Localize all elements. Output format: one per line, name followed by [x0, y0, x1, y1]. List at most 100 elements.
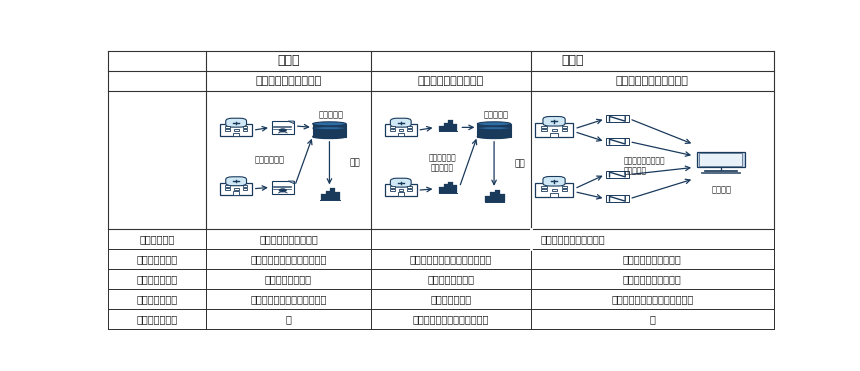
Bar — [243, 129, 247, 131]
Text: データの標準化: データの標準化 — [136, 314, 177, 324]
FancyBboxPatch shape — [384, 124, 417, 136]
Bar — [407, 189, 412, 191]
Bar — [448, 120, 453, 131]
Bar — [562, 189, 568, 191]
Text: （１）と（２）の中間: （１）と（２）の中間 — [623, 274, 682, 284]
Bar — [562, 186, 568, 188]
Bar — [407, 129, 412, 131]
Text: 第三者提供に該当しない: 第三者提供に該当しない — [540, 234, 605, 244]
Text: 漏洩時のリスク低: 漏洩時のリスク低 — [427, 274, 474, 284]
Text: 分散型: 分散型 — [561, 54, 584, 67]
Text: （３）パラメータの共有: （３）パラメータの共有 — [616, 76, 689, 86]
Bar — [453, 124, 458, 131]
Ellipse shape — [477, 127, 511, 129]
Bar — [542, 189, 547, 191]
Bar — [243, 127, 247, 128]
FancyBboxPatch shape — [390, 118, 411, 127]
Text: （２）要約情報の集約: （２）要約情報の集約 — [418, 76, 484, 86]
Bar — [321, 194, 326, 200]
Bar — [453, 186, 458, 193]
Bar — [390, 186, 395, 188]
Bar — [335, 192, 341, 200]
Bar — [542, 186, 547, 188]
Bar — [703, 170, 738, 171]
Bar — [330, 188, 335, 200]
Bar — [490, 193, 495, 202]
Bar — [225, 127, 230, 128]
Bar — [551, 129, 557, 131]
Text: 高（匿名化のレベルに依存）: 高（匿名化のレベルに依存） — [250, 254, 327, 264]
Bar — [550, 133, 558, 137]
Polygon shape — [288, 181, 294, 184]
Circle shape — [279, 189, 286, 192]
Text: ストレージ: ストレージ — [319, 110, 344, 119]
Bar — [495, 190, 500, 202]
Bar — [444, 184, 448, 193]
Bar — [562, 129, 568, 131]
Bar — [407, 127, 412, 128]
Bar — [233, 132, 239, 136]
Bar — [243, 188, 247, 190]
Text: 要: 要 — [286, 314, 292, 324]
Text: 解析: 解析 — [514, 159, 525, 168]
FancyBboxPatch shape — [543, 177, 565, 186]
Text: 解析結果の精度: 解析結果の精度 — [136, 254, 177, 264]
Text: 専用ソフトウェアの導入、操作: 専用ソフトウェアの導入、操作 — [611, 294, 693, 304]
FancyBboxPatch shape — [535, 183, 573, 197]
Bar — [477, 124, 511, 137]
FancyBboxPatch shape — [225, 177, 247, 186]
Bar — [234, 129, 239, 131]
Bar — [439, 126, 444, 131]
Bar — [390, 129, 395, 131]
Text: 情報管理の負担: 情報管理の負担 — [136, 274, 177, 284]
Text: 漏洩時のリスク高: 漏洩時のリスク高 — [265, 274, 312, 284]
Bar — [234, 188, 239, 190]
Ellipse shape — [313, 122, 347, 126]
Bar — [225, 185, 230, 187]
Ellipse shape — [477, 135, 511, 139]
Bar — [562, 126, 568, 128]
Bar — [399, 129, 403, 131]
Bar — [390, 189, 395, 191]
Bar — [444, 123, 448, 131]
FancyBboxPatch shape — [272, 121, 294, 134]
Ellipse shape — [313, 135, 347, 139]
FancyBboxPatch shape — [220, 124, 252, 136]
FancyBboxPatch shape — [606, 115, 629, 122]
FancyBboxPatch shape — [272, 181, 294, 194]
Bar — [225, 188, 230, 190]
Bar — [397, 193, 404, 196]
Bar — [326, 191, 330, 200]
Bar — [485, 196, 490, 202]
Text: 個人情報保護: 個人情報保護 — [139, 234, 175, 244]
FancyBboxPatch shape — [606, 138, 629, 145]
Bar — [448, 182, 453, 193]
Text: 同意取得又は匿名加工の実施: 同意取得又は匿名加工の実施 — [250, 294, 327, 304]
Bar — [397, 132, 404, 136]
Bar — [551, 189, 557, 191]
Text: 解析: 解析 — [349, 158, 360, 168]
Bar — [233, 191, 239, 195]
Circle shape — [279, 129, 286, 132]
Ellipse shape — [477, 122, 511, 126]
FancyBboxPatch shape — [384, 184, 417, 196]
FancyBboxPatch shape — [606, 196, 629, 202]
Text: ストレージ: ストレージ — [483, 110, 508, 119]
Bar — [399, 189, 403, 191]
Ellipse shape — [313, 127, 347, 129]
Text: モデルパラメータの
共有・更新: モデルパラメータの 共有・更新 — [624, 156, 666, 175]
Text: 集約型: 集約型 — [277, 54, 299, 67]
Bar — [500, 194, 505, 202]
FancyBboxPatch shape — [543, 116, 565, 126]
Text: （１）（３）と比較すると劣る: （１）（３）と比較すると劣る — [409, 254, 492, 264]
Text: 情報要約の実施: 情報要約の実施 — [430, 294, 471, 304]
Bar — [542, 126, 547, 128]
FancyBboxPatch shape — [220, 183, 252, 195]
Text: 患者個別情報: 患者個別情報 — [255, 155, 285, 164]
Text: 統合環境: 統合環境 — [712, 186, 732, 195]
Bar — [702, 172, 740, 174]
Text: （１）個別情報の集約: （１）個別情報の集約 — [255, 76, 322, 86]
Text: 要: 要 — [649, 314, 655, 324]
Bar — [407, 186, 412, 188]
FancyBboxPatch shape — [225, 118, 247, 127]
